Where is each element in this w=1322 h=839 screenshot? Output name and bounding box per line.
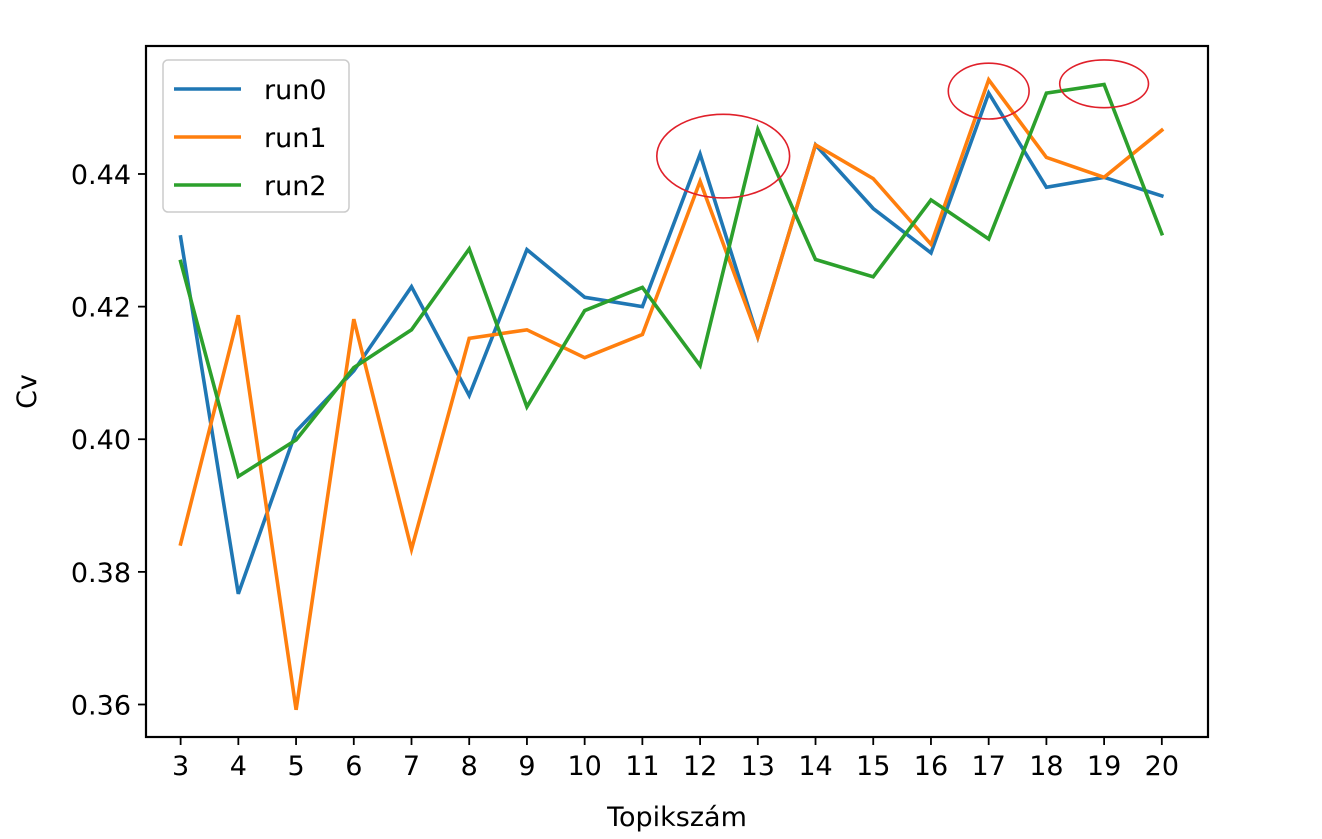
x-tick-label: 12 <box>683 751 717 782</box>
x-tick-label: 16 <box>914 751 948 782</box>
y-tick-label: 0.40 <box>71 425 131 456</box>
legend-label-run1: run1 <box>264 123 327 154</box>
x-tick-label: 9 <box>518 751 535 782</box>
legend-label-run2: run2 <box>264 171 327 202</box>
x-tick-label: 20 <box>1145 751 1179 782</box>
y-tick-label: 0.44 <box>71 160 131 191</box>
y-axis-label: Cv <box>12 374 43 409</box>
highlight-ellipse-1 <box>655 113 791 199</box>
annotation-layer <box>655 59 1150 199</box>
x-tick-label: 14 <box>798 751 832 782</box>
x-tick-label: 10 <box>567 751 601 782</box>
plot-area <box>178 76 1165 711</box>
x-tick-label: 13 <box>741 751 775 782</box>
x-tick-label: 5 <box>287 751 304 782</box>
y-tick-label: 0.38 <box>71 558 131 589</box>
series-line-run1 <box>178 76 1165 711</box>
x-tick-label: 11 <box>625 751 659 782</box>
legend-box <box>162 59 350 213</box>
y-tick-label: 0.42 <box>71 293 131 324</box>
highlight-ellipse-2 <box>947 62 1030 120</box>
series-line-run2 <box>178 82 1165 480</box>
x-tick-label: 6 <box>345 751 362 782</box>
highlight-ellipse-3 <box>1058 59 1150 109</box>
x-tick-label: 4 <box>230 751 247 782</box>
plot-frame <box>144 44 1210 739</box>
x-tick-label: 15 <box>856 751 890 782</box>
x-tick-label: 19 <box>1087 751 1121 782</box>
x-tick-label: 17 <box>971 751 1005 782</box>
legend-label-run0: run0 <box>264 75 327 106</box>
x-axis-label: Topikszám <box>606 802 747 833</box>
legend: run0 run1 run2 <box>162 59 350 213</box>
x-tick-label: 7 <box>403 751 420 782</box>
y-tick-label: 0.36 <box>71 691 131 722</box>
x-tick-label: 18 <box>1029 751 1063 782</box>
x-tick-label: 3 <box>172 751 189 782</box>
axes: 3 4 5 6 7 8 9 10 11 12 13 14 15 16 17 18 19 20 0.36 0.38 0.4… <box>12 44 1210 833</box>
x-tick-label: 8 <box>461 751 478 782</box>
